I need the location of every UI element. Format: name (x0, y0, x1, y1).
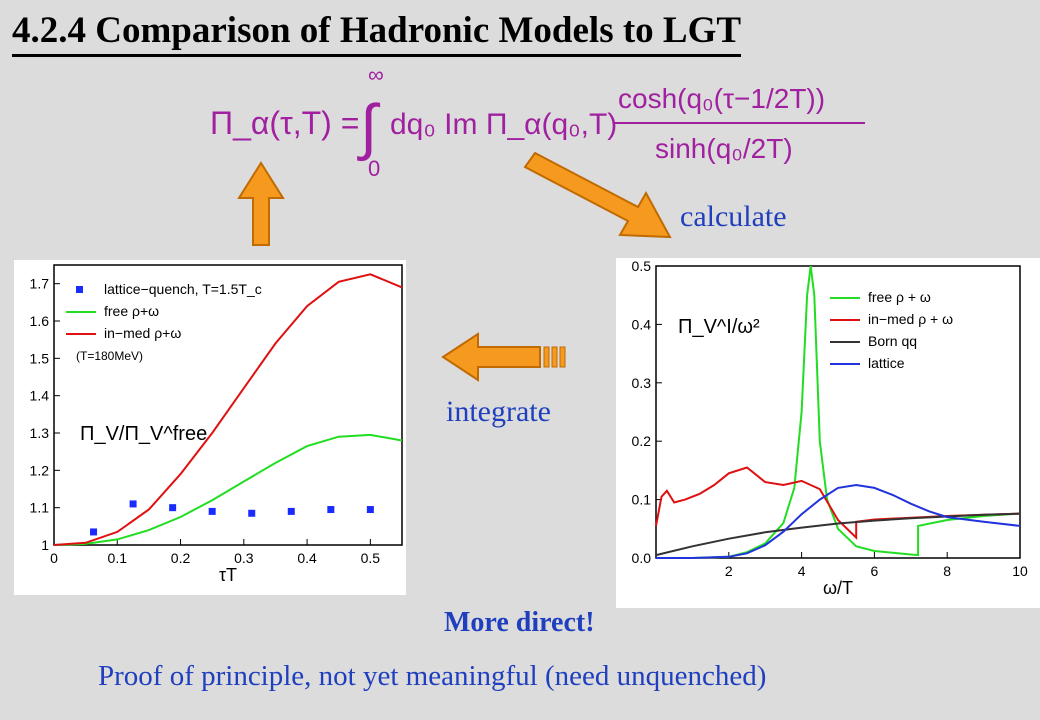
series-line (53, 433, 403, 546)
correlator-ratio-chart: 0 0.1 0.2 0.3 0.4 0.5 1 1.1 1.2 1.3 1.4 1.5 1.6 1.7 τT… (30, 264, 403, 585)
plot-frame (53, 264, 403, 546)
x-tick-label: 0.1 (108, 550, 128, 566)
legend-label: lattice (868, 355, 905, 371)
formula-lhs: Π_α(τ,T) = (210, 105, 359, 141)
legend-label: Born qq (868, 333, 917, 349)
y-tick-label: 0.0 (632, 550, 652, 566)
y-tick-label: 0.4 (632, 316, 652, 332)
x-tick-label: 6 (871, 563, 879, 579)
data-point (208, 507, 216, 515)
legend-label: in−med ρ + ω (868, 311, 953, 327)
series-line (656, 265, 1021, 559)
legend-label: lattice−quench, T=1.5T_c (104, 281, 262, 297)
x-tick-label: 10 (1012, 563, 1028, 579)
data-point (287, 507, 295, 515)
y-tick-label: 1.4 (30, 388, 50, 404)
y-tick-label: 0.5 (632, 258, 652, 274)
formula-integrand: dq₀ Im Π_α(q₀,T) (390, 108, 617, 141)
y-tick-label: 1.7 (30, 276, 50, 292)
data-point (366, 506, 374, 514)
spectral-function-panel: 2 4 6 8 10 0.0 0.1 0.2 0.3 0.4 0.5 ω/T Π_V^I/ω² free … (616, 258, 1040, 608)
series-line (656, 483, 1021, 559)
more-direct-label: More direct! (444, 607, 595, 638)
y-tick-label: 0.1 (632, 492, 652, 508)
x-tick-label: 4 (798, 563, 806, 579)
x-axis-label: ω/T (823, 578, 853, 598)
data-point (327, 506, 335, 514)
formula-numerator: cosh(q₀(τ−1/2T)) (618, 83, 825, 114)
data-point (129, 500, 137, 508)
y-tick-label: 0.2 (632, 433, 652, 449)
slide-title: 4.2.4 Comparison of Hadronic Models to L… (12, 8, 742, 57)
series-line (53, 273, 403, 546)
integral-lower-limit: 0 (368, 156, 380, 181)
data-point (90, 528, 98, 536)
legend-label: in−med ρ+ω (104, 325, 181, 341)
correlator-ratio-panel: 0 0.1 0.2 0.3 0.4 0.5 1 1.1 1.2 1.3 1.4 1.5 1.6 1.7 τT… (14, 260, 406, 595)
x-tick-label: 0.5 (361, 550, 381, 566)
x-tick-label: 0 (50, 550, 58, 566)
y-tick-label: 1.3 (30, 425, 50, 441)
y-tick-label: 1.2 (30, 462, 50, 478)
x-tick-label: 0.3 (234, 550, 254, 566)
y-tick-label: 1.1 (30, 500, 50, 516)
integrate-label: integrate (446, 395, 551, 428)
plot-frame (655, 265, 1021, 559)
integral-upper-limit: ∞ (368, 62, 384, 87)
data-point (169, 504, 177, 512)
legend-label: free ρ+ω (104, 303, 159, 319)
y-tick-label: 0.3 (632, 375, 652, 391)
integral-sign: ∫ (357, 93, 381, 162)
diagonal-arrow (523, 151, 672, 239)
legend-marker (76, 286, 83, 293)
x-tick-label: 0.4 (297, 550, 317, 566)
y-tick-label: 1.5 (30, 350, 50, 366)
legend-label: free ρ + ω (868, 289, 931, 305)
y-tick-label: 1.6 (30, 313, 50, 329)
proof-of-principle-note: Proof of principle, not yet meaningful (… (98, 660, 767, 692)
x-tick-label: 0.2 (171, 550, 191, 566)
left-arrow (441, 332, 566, 382)
x-tick-label: 8 (943, 563, 951, 579)
x-axis-label: τT (219, 565, 237, 585)
legend-note: (T=180MeV) (76, 349, 143, 363)
x-tick-label: 2 (725, 563, 733, 579)
up-arrow (237, 161, 285, 246)
formula-denominator: sinh(q₀/2T) (655, 133, 793, 164)
calculate-label: calculate (680, 200, 787, 233)
correlator-formula: Π_α(τ,T) = ∫ ∞ 0 dq₀ Im Π_α(q₀,T) cosh(q… (210, 62, 865, 181)
y-axis-label: Π_V^I/ω² (678, 316, 760, 338)
series-line (655, 512, 1021, 557)
data-point (248, 509, 256, 517)
y-tick-label: 1 (41, 537, 49, 553)
spectral-function-chart: 2 4 6 8 10 0.0 0.1 0.2 0.3 0.4 0.5 ω/T Π_V^I/ω² free … (632, 258, 1028, 598)
y-axis-label: Π_V/Π_V^free (80, 423, 207, 445)
